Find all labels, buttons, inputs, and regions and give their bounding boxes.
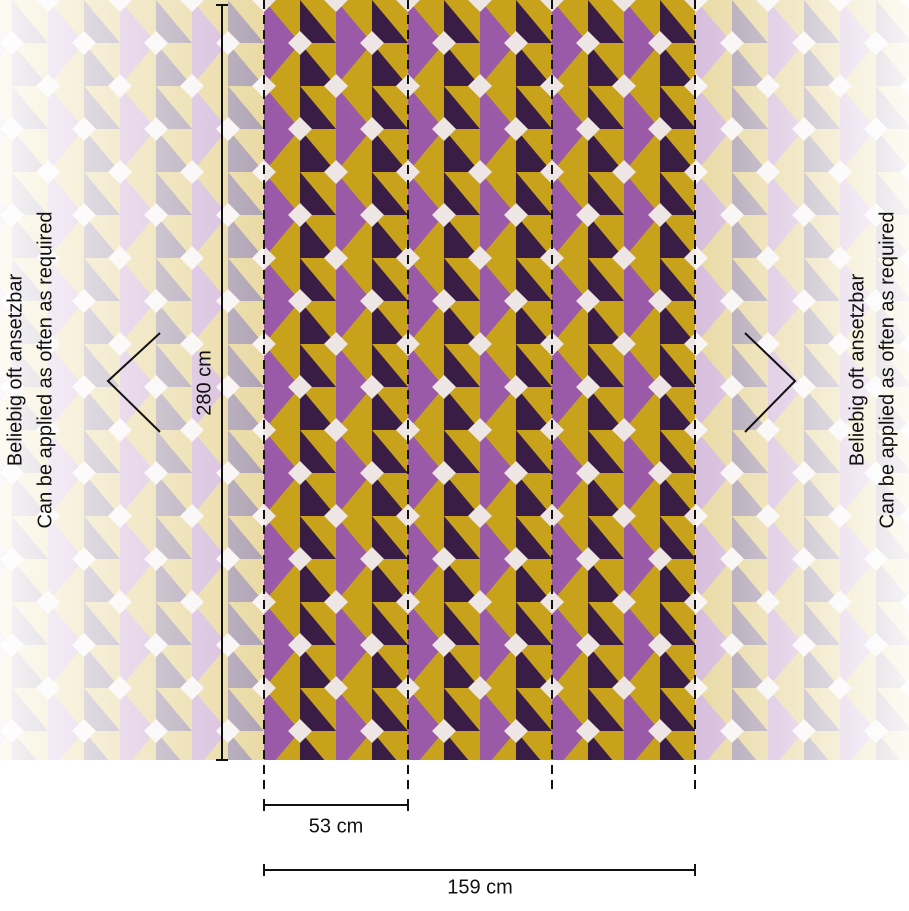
total-dimension (263, 864, 696, 876)
height-label: 280 cm (193, 350, 215, 416)
fade-left (0, 0, 264, 760)
note-right-line: Beliebig oft ansetzbar (846, 273, 868, 466)
chevron-left (106, 332, 161, 433)
note-right-line: Can be applied as often as required (876, 212, 898, 529)
strip-dimension (263, 799, 409, 811)
chevron-right (744, 332, 797, 433)
fade-right (695, 0, 909, 760)
note-left-line: Can be applied as often as required (34, 212, 56, 529)
height-dimension (216, 4, 228, 761)
strip-width-label: 53 cm (309, 815, 363, 837)
note-left-line: Beliebig oft ansetzbar (4, 273, 26, 466)
total-width-label: 159 cm (447, 876, 513, 898)
panel-seams (263, 0, 696, 795)
